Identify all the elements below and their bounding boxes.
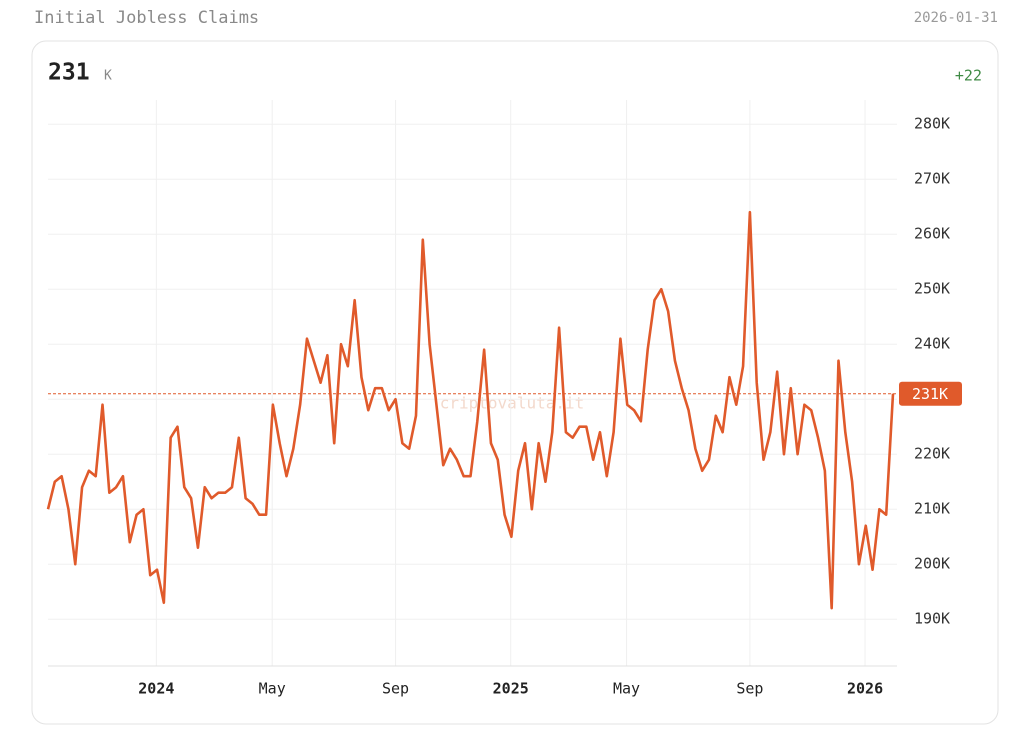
y-tick-label: 200K	[914, 555, 950, 573]
x-tick-label: 2025	[493, 680, 529, 698]
y-tick-label: 220K	[914, 445, 950, 463]
change: +22	[955, 67, 982, 85]
card	[31, 40, 999, 725]
x-tick-label: Sep	[382, 680, 409, 698]
x-tick-label: May	[259, 680, 286, 698]
y-tick-label: 260K	[914, 225, 950, 243]
y-tick-label: 210K	[914, 500, 950, 518]
y-tick-label: 190K	[914, 610, 950, 628]
y-tick-label: 270K	[914, 170, 950, 188]
line	[46, 210, 895, 610]
x-tick-label: 2024	[138, 680, 174, 698]
y-tick-label: 280K	[914, 115, 950, 133]
x-tick-label: May	[613, 680, 640, 698]
watermark: criptovaluta.it	[440, 394, 585, 413]
date: 2026-01-31	[914, 10, 998, 26]
unit: K	[104, 69, 112, 84]
y-tick-label: 250K	[914, 280, 950, 298]
current-value: 231	[48, 60, 90, 86]
y-tick-label: 240K	[914, 335, 950, 353]
x-tick-label: Sep	[736, 680, 763, 698]
value-badge	[899, 381, 962, 406]
x-tick-label: 2026	[847, 680, 883, 698]
value-badge-label: 231K	[912, 385, 948, 403]
page-title: Initial Jobless Claims	[34, 8, 259, 28]
